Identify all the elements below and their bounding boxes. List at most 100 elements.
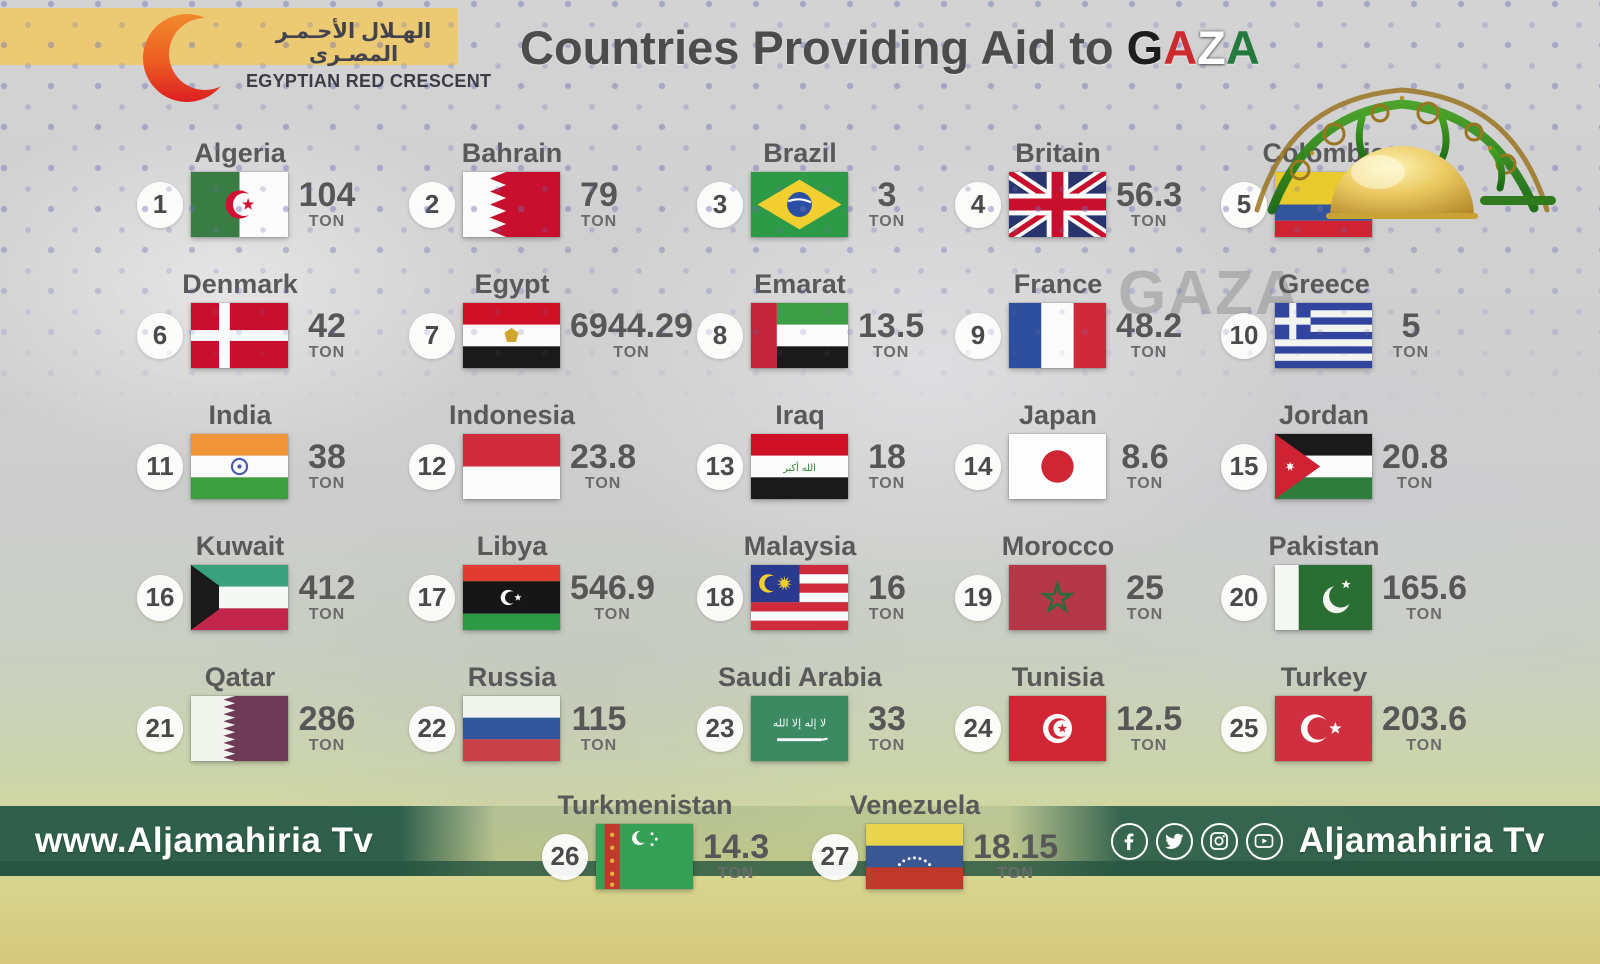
rank-badge: 9 <box>955 312 1001 359</box>
aid-value: 6944.29 <box>570 306 693 345</box>
country-name: Greece <box>1278 269 1370 299</box>
aid-value: 18 <box>868 437 906 476</box>
footer-green-band <box>0 806 1600 876</box>
emarat-flag-icon <box>750 302 849 369</box>
country-row: 27 18.15 TON <box>800 823 1058 890</box>
country-item-saudi: Saudi Arabia 23 لا إله إلا الله 33 TON <box>685 662 943 793</box>
country-item-venezuela: Venezuela 27 18.15 TON <box>800 790 1058 921</box>
country-name: Libya <box>476 531 548 561</box>
egyptian-red-crescent-logo: الهـلال الأحـمـر المصـرى EGYPTIAN RED CR… <box>140 6 491 110</box>
colombia-flag-icon <box>1274 171 1373 238</box>
value-block: 14.3 TON <box>703 829 769 884</box>
aid-value: 12.5 <box>1116 699 1183 738</box>
channel-name: Aljamahiria Tv <box>1298 821 1545 860</box>
rank-badge: 6 <box>137 312 183 359</box>
title-highlight: GAZA <box>1127 21 1260 74</box>
country-row: 11 38 TON <box>125 433 356 500</box>
country-row: 8 13.5 TON <box>685 302 924 369</box>
rank-badge: 10 <box>1221 312 1267 359</box>
country-item-indonesia: Indonesia 12 23.8 TON <box>397 400 655 531</box>
value-block: 48.2 TON <box>1116 308 1182 363</box>
unit-label: TON <box>868 737 906 755</box>
country-row: 10 5 TON <box>1209 302 1440 369</box>
country-row: 18 16 TON <box>685 564 916 631</box>
country-row: 24 12.5 TON <box>943 695 1183 762</box>
country-name: Algeria <box>194 138 286 168</box>
value-block: 42 TON <box>298 308 356 363</box>
svg-text:لا إله إلا الله: لا إله إلا الله <box>773 716 826 729</box>
country-name: Britain <box>1015 138 1101 168</box>
country-row: 21 286 TON <box>125 695 356 762</box>
country-row: 2 79 TON <box>397 171 628 238</box>
aid-value: 20.8 <box>1382 437 1449 476</box>
country-item-greece: Greece 10 5 TON <box>1209 269 1467 400</box>
country-item-jordan: Jordan 15 20.8 TON <box>1209 400 1467 531</box>
value-block: 3 TON <box>858 175 916 232</box>
value-block: 18.15 TON <box>973 829 1058 884</box>
aid-value: 38 <box>308 437 346 476</box>
aid-value: 165.6 <box>1382 568 1468 607</box>
country-name: Colombia <box>1262 138 1386 168</box>
rank-badge: 22 <box>409 705 455 752</box>
unit-label: TON <box>868 475 906 493</box>
morocco-flag-icon <box>1008 564 1107 631</box>
country-name: Saudi Arabia <box>717 662 883 692</box>
aid-value: 115 <box>571 699 627 738</box>
rank-badge: 3 <box>697 181 743 228</box>
country-row: 17 546.9 TON <box>397 564 655 631</box>
country-item-denmark: Denmark 6 42 TON <box>125 269 383 400</box>
unit-label: TON <box>1406 737 1443 755</box>
country-name: Qatar <box>204 662 276 692</box>
saudi-flag-icon: لا إله إلا الله <box>750 695 849 762</box>
aid-value: 3 <box>877 175 897 214</box>
aid-value: 203.6 <box>1382 699 1468 738</box>
greece-flag-icon <box>1274 302 1373 369</box>
india-flag-icon <box>190 433 289 500</box>
unit-label: TON <box>580 213 618 231</box>
country-item-brazil: Brazil 3 3 TON <box>685 138 943 269</box>
unit-label: TON <box>580 737 618 755</box>
title-highlight-letter: A <box>1163 21 1198 74</box>
country-name: Tunisia <box>1011 662 1105 692</box>
unit-label: TON <box>1126 475 1164 493</box>
country-row: 12 23.8 TON <box>397 433 636 500</box>
country-item-emarat: Emarat 8 13.5 TON <box>685 269 943 400</box>
aid-value: 25 <box>1126 568 1164 607</box>
country-item-turkmenistan: Turkmenistan 26 14.3 TON <box>530 790 788 921</box>
rank-badge: 2 <box>409 181 455 228</box>
rank-badge: 17 <box>409 574 455 621</box>
unit-label: TON <box>1130 344 1168 362</box>
value-block: 104 TON <box>298 177 356 232</box>
iraq-flag-icon: الله أكبر <box>750 433 849 500</box>
value-block: 13.5 TON <box>858 308 924 363</box>
rank-badge: 1 <box>137 181 183 228</box>
rank-badge: 16 <box>137 574 183 621</box>
country-name: Kuwait <box>195 531 285 561</box>
rank-badge: 11 <box>137 443 183 490</box>
country-name: Pakistan <box>1268 531 1380 561</box>
venezuela-flag-icon <box>865 823 964 890</box>
country-row: 7 6944.29 TON <box>397 302 693 369</box>
russia-flag-icon <box>462 695 561 762</box>
country-name: Japan <box>1018 400 1098 430</box>
country-item-kuwait: Kuwait 16 412 TON <box>125 531 383 662</box>
aid-value: 5 <box>1401 306 1421 345</box>
country-item-iraq: Iraq 13 الله أكبر 18 TON <box>685 400 943 531</box>
indonesia-flag-icon <box>462 433 561 500</box>
facebook-icon <box>1110 822 1148 860</box>
rank-badge: 27 <box>812 833 858 880</box>
rank-badge: 21 <box>137 705 183 752</box>
country-name: Morocco <box>1001 531 1115 561</box>
country-item-france: France 9 48.2 TON <box>943 269 1201 400</box>
rank-badge: 25 <box>1221 705 1267 752</box>
value-block: 5 TON <box>1382 306 1440 363</box>
unit-label: TON <box>1396 475 1434 493</box>
country-name: Russia <box>467 662 557 692</box>
country-name: Denmark <box>182 269 298 299</box>
egypt-flag-icon <box>462 302 561 369</box>
aid-value: 56.3 <box>1116 175 1183 214</box>
country-row: 9 48.2 TON <box>943 302 1182 369</box>
unit-label: TON <box>308 344 346 362</box>
rank-badge: 20 <box>1221 574 1267 621</box>
bahrain-flag-icon <box>462 171 561 238</box>
